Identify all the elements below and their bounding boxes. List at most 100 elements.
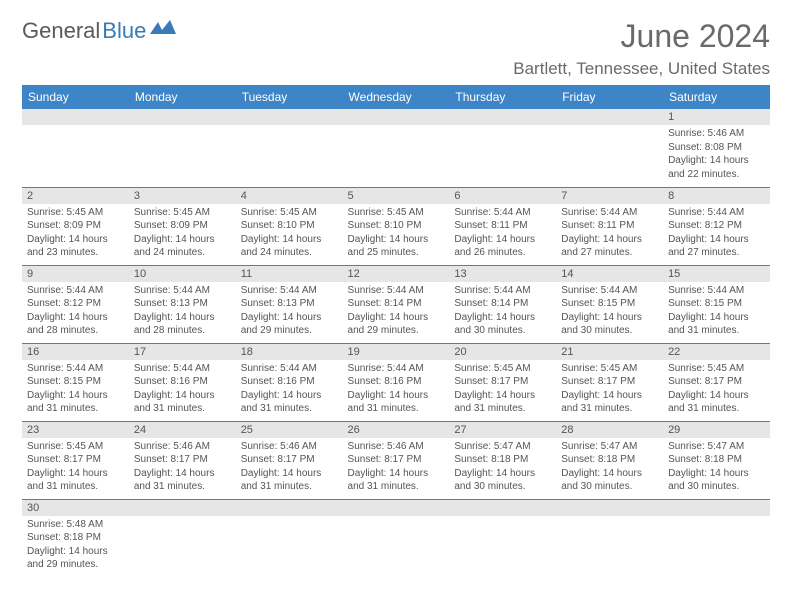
calendar-cell	[449, 109, 556, 187]
day-detail-line: Sunrise: 5:47 AM	[668, 440, 765, 454]
day-details: Sunrise: 5:45 AMSunset: 8:17 PMDaylight:…	[663, 360, 770, 418]
day-detail-line: Sunrise: 5:46 AM	[241, 440, 338, 454]
calendar-cell: 2Sunrise: 5:45 AMSunset: 8:09 PMDaylight…	[22, 187, 129, 265]
day-detail-line: and 30 minutes.	[561, 324, 658, 338]
day-number: 3	[129, 188, 236, 204]
day-number: 29	[663, 422, 770, 438]
calendar-cell: 5Sunrise: 5:45 AMSunset: 8:10 PMDaylight…	[343, 187, 450, 265]
calendar-cell	[556, 499, 663, 577]
calendar-cell: 15Sunrise: 5:44 AMSunset: 8:15 PMDayligh…	[663, 265, 770, 343]
day-number: 14	[556, 266, 663, 282]
calendar-row: 16Sunrise: 5:44 AMSunset: 8:15 PMDayligh…	[22, 343, 770, 421]
day-detail-line: Sunset: 8:09 PM	[27, 219, 124, 233]
day-number-empty	[343, 109, 450, 125]
day-detail-line: Daylight: 14 hours	[27, 311, 124, 325]
day-details: Sunrise: 5:47 AMSunset: 8:18 PMDaylight:…	[449, 438, 556, 496]
day-detail-line: Daylight: 14 hours	[348, 467, 445, 481]
day-detail-line: Sunrise: 5:47 AM	[561, 440, 658, 454]
day-detail-line: Sunrise: 5:45 AM	[454, 362, 551, 376]
day-details: Sunrise: 5:44 AMSunset: 8:11 PMDaylight:…	[556, 204, 663, 262]
day-details: Sunrise: 5:46 AMSunset: 8:17 PMDaylight:…	[129, 438, 236, 496]
day-number: 21	[556, 344, 663, 360]
day-body-empty	[556, 516, 663, 572]
calendar-cell: 7Sunrise: 5:44 AMSunset: 8:11 PMDaylight…	[556, 187, 663, 265]
day-number: 12	[343, 266, 450, 282]
day-detail-line: and 31 minutes.	[561, 402, 658, 416]
day-detail-line: and 31 minutes.	[348, 480, 445, 494]
day-detail-line: and 31 minutes.	[27, 480, 124, 494]
calendar-cell: 23Sunrise: 5:45 AMSunset: 8:17 PMDayligh…	[22, 421, 129, 499]
day-detail-line: Sunset: 8:18 PM	[668, 453, 765, 467]
day-detail-line: Daylight: 14 hours	[27, 389, 124, 403]
day-detail-line: and 25 minutes.	[348, 246, 445, 260]
calendar-cell	[556, 109, 663, 187]
day-detail-line: Daylight: 14 hours	[27, 467, 124, 481]
day-detail-line: and 29 minutes.	[27, 558, 124, 572]
day-detail-line: and 28 minutes.	[134, 324, 231, 338]
day-number: 4	[236, 188, 343, 204]
day-detail-line: Sunrise: 5:44 AM	[668, 284, 765, 298]
day-number: 15	[663, 266, 770, 282]
flag-icon	[150, 20, 176, 43]
day-number: 17	[129, 344, 236, 360]
calendar-row: 30Sunrise: 5:48 AMSunset: 8:18 PMDayligh…	[22, 499, 770, 577]
day-detail-line: Sunrise: 5:44 AM	[27, 362, 124, 376]
day-number: 6	[449, 188, 556, 204]
day-body-empty	[343, 125, 450, 181]
day-detail-line: and 31 minutes.	[134, 480, 231, 494]
day-number-empty	[22, 109, 129, 125]
day-number-empty	[343, 500, 450, 516]
day-detail-line: Sunrise: 5:45 AM	[27, 440, 124, 454]
day-detail-line: Sunrise: 5:44 AM	[134, 284, 231, 298]
day-detail-line: Sunrise: 5:44 AM	[134, 362, 231, 376]
day-detail-line: Sunrise: 5:44 AM	[348, 284, 445, 298]
day-detail-line: and 31 minutes.	[454, 402, 551, 416]
day-body-empty	[236, 125, 343, 181]
day-detail-line: Daylight: 14 hours	[134, 467, 231, 481]
day-detail-line: Sunset: 8:10 PM	[241, 219, 338, 233]
day-detail-line: Sunrise: 5:45 AM	[241, 206, 338, 220]
day-detail-line: Daylight: 14 hours	[561, 311, 658, 325]
day-detail-line: and 30 minutes.	[454, 480, 551, 494]
day-detail-line: Daylight: 14 hours	[454, 389, 551, 403]
day-detail-line: Sunset: 8:09 PM	[134, 219, 231, 233]
day-detail-line: Sunrise: 5:44 AM	[348, 362, 445, 376]
day-detail-line: Sunset: 8:17 PM	[561, 375, 658, 389]
day-detail-line: Sunset: 8:11 PM	[561, 219, 658, 233]
day-detail-line: Sunset: 8:18 PM	[27, 531, 124, 545]
logo-text-blue: Blue	[102, 18, 146, 44]
day-detail-line: Daylight: 14 hours	[348, 233, 445, 247]
day-details: Sunrise: 5:45 AMSunset: 8:17 PMDaylight:…	[556, 360, 663, 418]
day-detail-line: and 30 minutes.	[454, 324, 551, 338]
day-detail-line: and 31 minutes.	[27, 402, 124, 416]
day-number: 27	[449, 422, 556, 438]
month-title: June 2024	[513, 18, 770, 55]
day-number: 9	[22, 266, 129, 282]
day-details: Sunrise: 5:44 AMSunset: 8:13 PMDaylight:…	[129, 282, 236, 340]
calendar-cell: 14Sunrise: 5:44 AMSunset: 8:15 PMDayligh…	[556, 265, 663, 343]
day-detail-line: Daylight: 14 hours	[668, 233, 765, 247]
weekday-friday: Friday	[556, 85, 663, 109]
day-detail-line: and 31 minutes.	[241, 480, 338, 494]
day-detail-line: Daylight: 14 hours	[134, 389, 231, 403]
day-details: Sunrise: 5:45 AMSunset: 8:10 PMDaylight:…	[236, 204, 343, 262]
weekday-monday: Monday	[129, 85, 236, 109]
day-detail-line: Sunrise: 5:44 AM	[561, 206, 658, 220]
day-detail-line: Sunrise: 5:46 AM	[348, 440, 445, 454]
day-number: 24	[129, 422, 236, 438]
day-detail-line: Sunrise: 5:44 AM	[241, 284, 338, 298]
day-details: Sunrise: 5:45 AMSunset: 8:10 PMDaylight:…	[343, 204, 450, 262]
day-details: Sunrise: 5:44 AMSunset: 8:16 PMDaylight:…	[129, 360, 236, 418]
day-detail-line: Daylight: 14 hours	[668, 311, 765, 325]
day-detail-line: and 31 minutes.	[134, 402, 231, 416]
calendar-cell: 27Sunrise: 5:47 AMSunset: 8:18 PMDayligh…	[449, 421, 556, 499]
day-detail-line: and 30 minutes.	[668, 480, 765, 494]
day-detail-line: Daylight: 14 hours	[241, 389, 338, 403]
day-details: Sunrise: 5:46 AMSunset: 8:08 PMDaylight:…	[663, 125, 770, 183]
day-details: Sunrise: 5:45 AMSunset: 8:09 PMDaylight:…	[22, 204, 129, 262]
calendar-cell: 30Sunrise: 5:48 AMSunset: 8:18 PMDayligh…	[22, 499, 129, 577]
day-details: Sunrise: 5:44 AMSunset: 8:16 PMDaylight:…	[343, 360, 450, 418]
day-detail-line: Daylight: 14 hours	[348, 389, 445, 403]
day-detail-line: and 29 minutes.	[241, 324, 338, 338]
day-body-empty	[663, 516, 770, 572]
